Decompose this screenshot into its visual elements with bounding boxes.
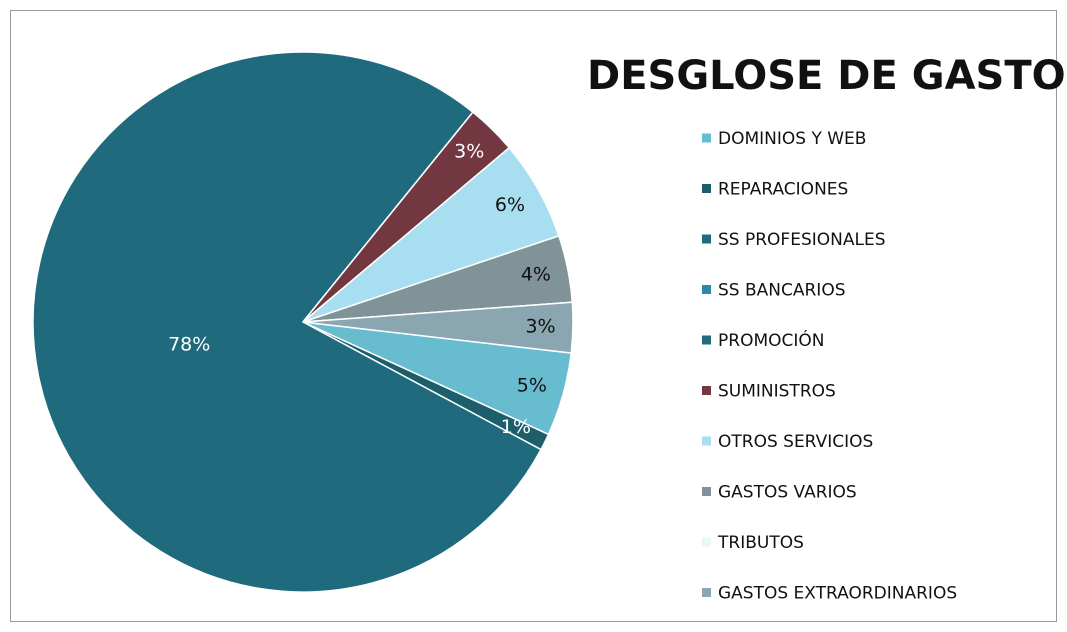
legend-swatch bbox=[702, 487, 711, 496]
chart-title: DESGLOSE DE GASTOS bbox=[587, 53, 1067, 99]
legend-swatch bbox=[702, 588, 711, 597]
legend-swatch bbox=[702, 537, 711, 547]
data-label: 3% bbox=[525, 315, 555, 337]
legend-swatch bbox=[702, 285, 711, 294]
data-label: 1% bbox=[501, 416, 531, 438]
pie-slice bbox=[32, 51, 542, 593]
pie-slice bbox=[302, 301, 574, 354]
data-label: 4% bbox=[521, 264, 551, 286]
data-label: 5% bbox=[517, 374, 547, 396]
legend-label: SS PROFESIONALES bbox=[718, 230, 886, 250]
data-label: 3% bbox=[454, 141, 484, 163]
legend-swatch bbox=[702, 184, 711, 193]
legend-label: REPARACIONES bbox=[718, 180, 848, 200]
legend-swatch bbox=[702, 133, 711, 143]
legend-label: SS BANCARIOS bbox=[718, 281, 846, 301]
legend-swatch bbox=[702, 335, 711, 345]
data-label: 78% bbox=[168, 333, 210, 355]
legend-label: TRIBUTOS bbox=[717, 533, 804, 553]
legend-label: PROMOCIÓN bbox=[718, 329, 824, 351]
legend-swatch bbox=[702, 234, 711, 244]
legend-label: GASTOS EXTRAORDINARIOS bbox=[718, 584, 957, 604]
legend-label: SUMINISTROS bbox=[718, 382, 836, 402]
legend-swatch bbox=[702, 386, 711, 395]
legend-label: OTROS SERVICIOS bbox=[718, 432, 873, 452]
data-label: 6% bbox=[495, 194, 525, 216]
legend-swatch bbox=[702, 436, 711, 446]
legend-label: GASTOS VARIOS bbox=[718, 483, 857, 503]
legend-label: DOMINIOS Y WEB bbox=[718, 129, 866, 149]
